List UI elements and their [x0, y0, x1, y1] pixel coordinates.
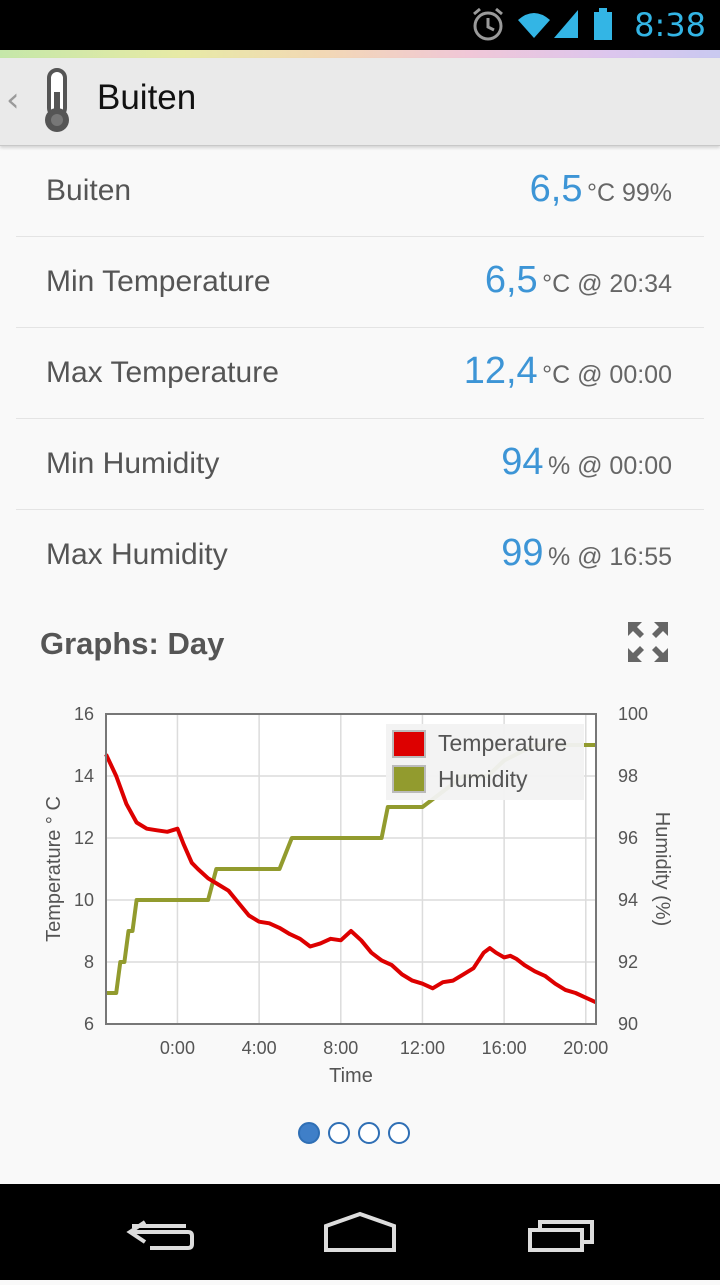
day-graph[interactable]: 0:00 4:00 8:00 12:00 16:00 20:00 6 8 10 12 14 16 90 9… [30, 690, 690, 1100]
x-tick-label: 4:00 [242, 1038, 277, 1058]
value-number: 99 [501, 532, 544, 574]
value-unit: % @ 00:00 [547, 452, 672, 480]
sensor-row-min-humidity[interactable]: Min Humidity 94 % @ 00:00 [16, 419, 704, 510]
row-label: Min Humidity [46, 447, 220, 480]
value-number: 94 [501, 441, 544, 483]
status-icons [470, 6, 630, 44]
wifi-icon [518, 13, 550, 38]
y-tick-label: 12 [74, 828, 94, 848]
fullscreen-expand-icon[interactable] [626, 620, 670, 664]
row-value: 99 % @ 16:55 [501, 532, 672, 575]
navigation-bar [0, 1184, 720, 1280]
page-title: Buiten [97, 78, 197, 117]
row-value: 12,4 °C @ 00:00 [464, 350, 672, 393]
y2-tick-label: 96 [618, 828, 638, 848]
row-label: Min Temperature [46, 265, 271, 298]
row-value: 94 % @ 00:00 [501, 441, 672, 484]
sensor-row-current[interactable]: Buiten 6,5 °C 99% [16, 146, 704, 237]
value-number: 6,5 [529, 168, 583, 210]
y-axis-title: Temperature ° C [43, 796, 65, 942]
page-dot-2[interactable] [328, 1122, 350, 1144]
page-dot-4[interactable] [388, 1122, 410, 1144]
legend-label-humidity: Humidity [438, 766, 528, 792]
status-bar: 8:38 [0, 0, 720, 50]
page-indicator [298, 1122, 418, 1146]
sensor-row-max-humidity[interactable]: Max Humidity 99 % @ 16:55 [16, 510, 704, 601]
signal-icon [554, 10, 578, 38]
row-label: Buiten [46, 174, 132, 207]
y-tick-label: 6 [84, 1014, 94, 1034]
legend-swatch-temperature [392, 730, 426, 758]
row-value: 6,5 °C @ 20:34 [485, 259, 672, 302]
y-tick-label: 16 [74, 704, 94, 724]
row-label: Max Temperature [46, 356, 279, 389]
sensor-list: Buiten 6,5 °C 99% Min Temperature 6,5 °C… [16, 146, 704, 601]
value-unit: °C @ 20:34 [542, 270, 672, 298]
home-icon[interactable] [300, 1184, 420, 1280]
action-bar: ‹ Buiten [0, 58, 720, 146]
battery-icon [594, 8, 612, 40]
y-tick-label: 10 [74, 890, 94, 910]
y2-axis-title: Humidity (%) [651, 812, 673, 926]
x-tick-label: 12:00 [400, 1038, 445, 1058]
row-label: Max Humidity [46, 538, 228, 571]
thermometer-icon[interactable] [38, 66, 78, 136]
plot-frame [105, 713, 597, 1025]
value-number: 12,4 [463, 350, 538, 392]
x-tick-label: 16:00 [482, 1038, 527, 1058]
x-tick-label: 20:00 [563, 1038, 608, 1058]
page-dot-3[interactable] [358, 1122, 380, 1144]
legend-swatch-humidity [392, 765, 426, 793]
value-unit: % @ 16:55 [547, 543, 672, 571]
value-number: 6,5 [484, 259, 538, 301]
alarm-icon [473, 7, 503, 41]
sensor-row-max-temperature[interactable]: Max Temperature 12,4 °C @ 00:00 [16, 328, 704, 419]
row-value: 6,5 °C 99% [530, 168, 672, 211]
back-icon[interactable] [100, 1184, 220, 1280]
graphs-title: Graphs: Day [40, 626, 225, 661]
value-unit: °C @ 00:00 [542, 361, 672, 389]
value-unit: °C 99% [586, 179, 672, 207]
status-time: 8:38 [634, 6, 706, 44]
x-tick-label: 0:00 [160, 1038, 195, 1058]
legend-label-temperature: Temperature [438, 730, 567, 756]
accent-strip [0, 50, 720, 58]
temperature-series-line [104, 753, 597, 1005]
page-dot-1[interactable] [298, 1122, 320, 1144]
up-chevron-icon[interactable]: ‹ [6, 80, 20, 120]
recent-apps-icon[interactable] [502, 1184, 622, 1280]
y2-tick-label: 100 [618, 704, 648, 724]
y2-tick-label: 98 [618, 766, 638, 786]
x-tick-label: 8:00 [323, 1038, 358, 1058]
y2-tick-label: 94 [618, 890, 638, 910]
y-tick-label: 8 [84, 952, 94, 972]
x-axis-title: Time [329, 1065, 373, 1087]
y2-tick-label: 90 [618, 1014, 638, 1034]
sensor-row-min-temperature[interactable]: Min Temperature 6,5 °C @ 20:34 [16, 237, 704, 328]
y2-tick-label: 92 [618, 952, 638, 972]
y-tick-label: 14 [74, 766, 94, 786]
